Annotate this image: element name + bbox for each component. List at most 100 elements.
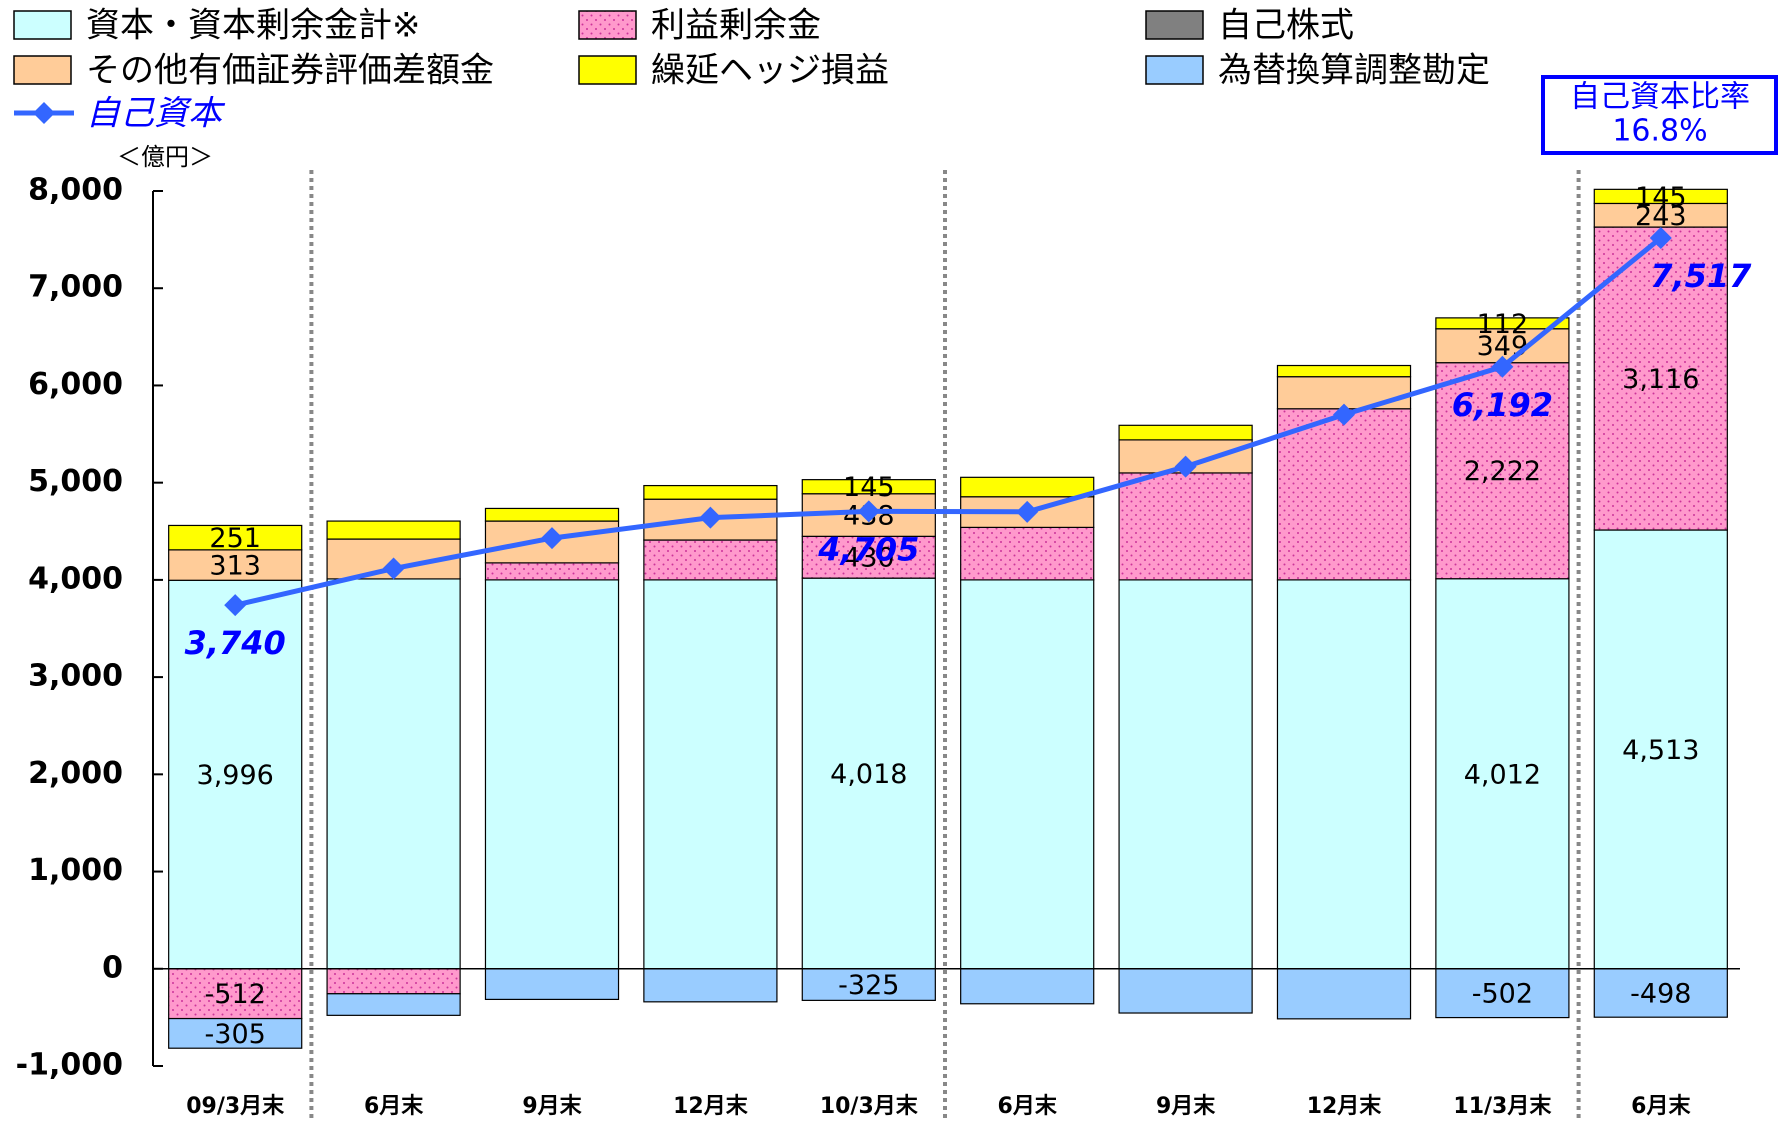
bar-segment [1593, 188, 1728, 205]
data-label: 112 [1477, 309, 1529, 340]
line-marker [699, 506, 722, 529]
bar-segment [168, 1017, 303, 1049]
legend-label: 資本・資本剰余金計※ [86, 6, 421, 46]
line-label: 4,705 [817, 530, 919, 568]
y-tick-label: 5,000 [28, 464, 123, 499]
bar-segment [168, 549, 303, 581]
line-marker [857, 500, 880, 523]
x-tick-label: 6月末 [998, 1094, 1058, 1119]
y-tick-label: 4,000 [28, 561, 123, 596]
line-marker [1174, 455, 1197, 478]
y-tick-label: 6,000 [28, 367, 123, 402]
data-label: 2,222 [1464, 456, 1541, 487]
bar-segment [1593, 226, 1728, 531]
bar-segment [801, 479, 936, 495]
x-tick-label: 9月末 [1156, 1094, 1216, 1119]
line-marker [1491, 355, 1514, 378]
legend-swatch [578, 10, 637, 40]
legend-label: 自己資本 [86, 94, 226, 134]
bar-segment [960, 579, 1095, 970]
data-label: 3,996 [197, 760, 274, 791]
data-label: 313 [209, 551, 261, 582]
bar-segment [1118, 968, 1253, 1014]
bar-segment [168, 579, 303, 970]
y-tick-label: 2,000 [28, 756, 123, 791]
x-tick-label: 11/3月末 [1453, 1094, 1552, 1119]
bar-segment [960, 968, 1095, 1005]
bar-segment [1276, 968, 1412, 1020]
line-marker [1333, 403, 1355, 426]
x-tick-label: 12月末 [673, 1094, 749, 1119]
bar-segment [1435, 968, 1570, 1019]
data-label: -512 [205, 979, 266, 1010]
bar-segment [484, 968, 620, 1001]
bar-segment [801, 577, 936, 970]
x-tick-label: 12月末 [1307, 1094, 1383, 1119]
y-tick-label: 8,000 [28, 173, 123, 208]
bar-segment [1276, 364, 1412, 378]
bar-segment [643, 539, 778, 581]
data-label: 4,513 [1622, 735, 1699, 766]
bar-segment [1118, 579, 1253, 970]
legend-swatch [13, 55, 72, 85]
annotation-box [1541, 75, 1778, 155]
data-label: 4,018 [830, 759, 907, 790]
data-label: 251 [209, 523, 261, 554]
bar-segment [1118, 424, 1253, 441]
data-label: -325 [838, 970, 899, 1001]
bar-segment [168, 968, 303, 1020]
data-label: 3,116 [1622, 364, 1699, 395]
legend-label: 為替換算調整勘定 [1218, 51, 1490, 91]
line-label: 6,192 [1452, 386, 1553, 424]
legend-swatch [578, 55, 637, 85]
bar-segment [326, 520, 461, 540]
bar-segment [643, 579, 778, 970]
bar-segment [1435, 317, 1570, 330]
bar-segment [326, 578, 461, 970]
data-label: 243 [1635, 201, 1687, 232]
bar-segment [1593, 529, 1728, 970]
legend-swatch [1145, 55, 1204, 85]
legend-label: 繰延ヘッジ損益 [651, 51, 889, 91]
x-tick-label: 10/3月末 [820, 1094, 919, 1119]
data-label: -498 [1630, 978, 1691, 1009]
bar-segment [960, 526, 1095, 581]
y-tick-label: 1,000 [28, 853, 123, 888]
bar-segment [484, 507, 620, 522]
bar-segment [1435, 578, 1570, 970]
data-label: -502 [1472, 979, 1533, 1010]
bar-segment [643, 968, 778, 1003]
y-tick-label: 7,000 [28, 270, 123, 305]
data-label: 430 [843, 543, 895, 574]
y-tick-label: 0 [102, 950, 123, 985]
legend-marker [33, 102, 55, 124]
bar-segment [1276, 579, 1412, 970]
data-label: -305 [205, 1019, 266, 1050]
x-tick-label: 6月末 [1631, 1094, 1691, 1119]
x-tick-label: 9月末 [522, 1094, 582, 1119]
bar-segment [643, 484, 778, 500]
data-label: 4,012 [1464, 759, 1541, 790]
line [234, 236, 1663, 608]
bar-segment [1118, 472, 1253, 581]
bar-segment [326, 993, 461, 1016]
data-label: 145 [1635, 182, 1687, 213]
legend-swatch [1145, 10, 1204, 40]
line-marker [1016, 500, 1039, 523]
bar-segment [1435, 328, 1570, 364]
legend-label: その他有価証券評価差額金 [86, 51, 494, 91]
y-tick-label: -1,000 [16, 1048, 123, 1083]
legend-label: 自己株式 [1218, 6, 1354, 46]
annotation: 16.8% [1612, 114, 1707, 149]
y-unit: ＜億円＞ [117, 143, 213, 171]
y-tick-label: 3,000 [28, 659, 123, 694]
data-label: 145 [843, 472, 895, 503]
line-marker [541, 527, 563, 550]
line-label: 3,740 [185, 624, 286, 662]
line-marker [382, 557, 405, 580]
annotation: 自己資本比率 [1570, 80, 1750, 115]
bar-segment [484, 579, 620, 970]
bar-segment [1593, 968, 1728, 1018]
bar-segment [801, 968, 936, 1001]
